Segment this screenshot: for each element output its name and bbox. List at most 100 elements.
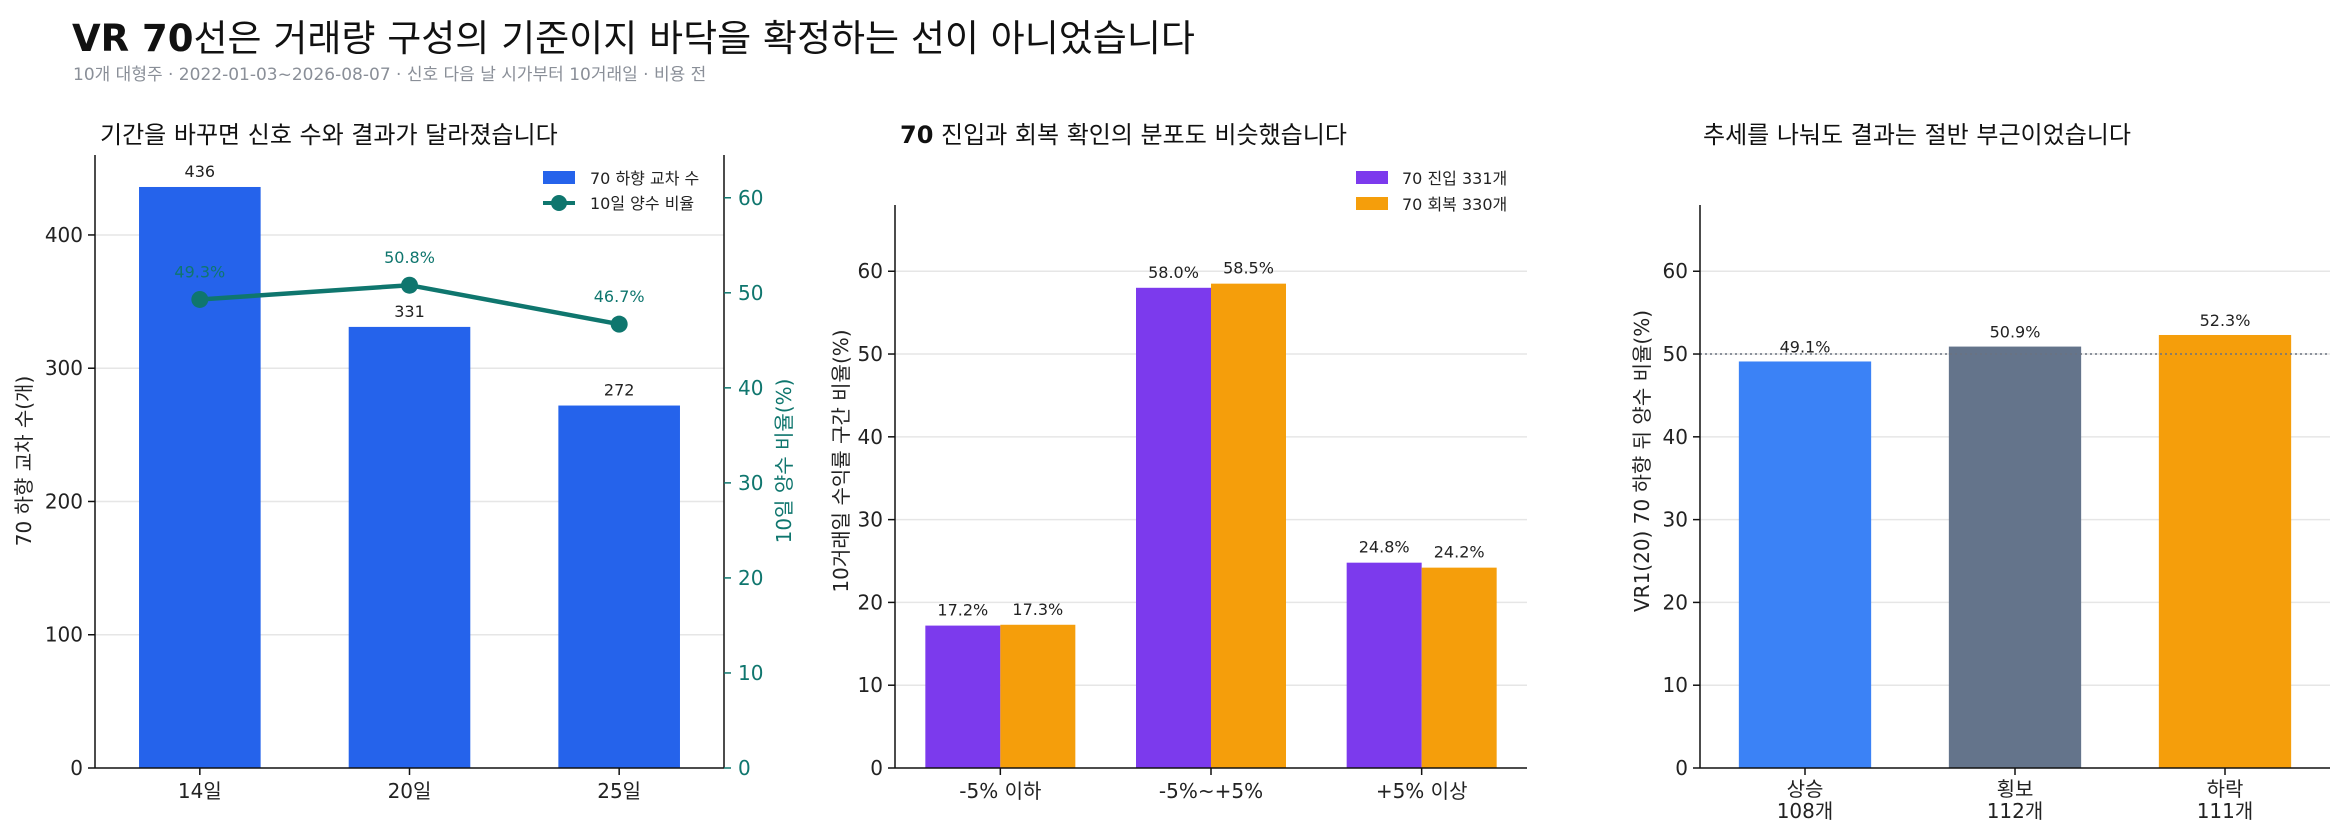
y-tick-label: 0 — [870, 756, 883, 780]
x-tick-label: -5%~+5% — [1159, 779, 1263, 803]
bar-entry — [1136, 287, 1211, 768]
panel-distribution: 70 진입과 회복 확인의 분포도 비슷했습니다 17.2% 17.3% 58.0%… — [829, 121, 1527, 803]
panel1-x-ticks: 14일 20일 25일 — [178, 768, 641, 803]
y-tick-label: 60 — [858, 259, 883, 283]
y-tick-label: 30 — [858, 508, 883, 532]
panel2-x-ticks: -5% 이하 -5%~+5% +5% 이상 — [959, 768, 1467, 803]
title-bold: VR 70 — [72, 17, 194, 60]
y-tick-label: 0 — [70, 756, 83, 780]
y-tick-label: 20 — [1663, 590, 1688, 614]
panel3-y-ticks: 0 10 20 30 40 50 60 — [1663, 259, 1700, 780]
positive-rate-marker — [610, 315, 628, 333]
bar-상승 — [1738, 361, 1872, 768]
panel1-legend: 70 하향 교차 수 10일 양수 비율 — [543, 169, 699, 213]
bar-value-label: 331 — [394, 302, 425, 321]
y-tick-label: 100 — [45, 623, 83, 647]
bar-20일 — [348, 326, 471, 768]
bar-value-label: 52.3% — [2200, 311, 2251, 330]
panel2-title-bold: 70 — [900, 121, 933, 149]
y-tick-label: 60 — [1663, 259, 1688, 283]
x-tick-label: 하락 — [2207, 777, 2244, 801]
positive-rate-marker — [191, 290, 209, 308]
x-tick-count: 112개 — [1987, 799, 2044, 823]
bar-value-label: 50.9% — [1990, 323, 2041, 342]
y-tick-label: 0 — [1675, 756, 1688, 780]
y-tick-label: 40 — [858, 425, 883, 449]
panel1-bars — [139, 186, 680, 768]
y-tick-label: 20 — [858, 590, 883, 614]
bar-14일 — [139, 186, 261, 768]
bar-entry — [925, 625, 1001, 768]
panel3-bar-labels: 49.1% 50.9% 52.3% — [1780, 311, 2251, 356]
x-tick-label: -5% 이하 — [959, 779, 1041, 803]
x-tick-label: +5% 이상 — [1376, 779, 1468, 803]
y-tick-label: 200 — [45, 489, 83, 513]
x-tick-count: 108개 — [1777, 799, 1834, 823]
panel2-title-rest: 진입과 회복 확인의 분포도 비슷했습니다 — [933, 121, 1347, 149]
y-tick-label: 40 — [1663, 425, 1688, 449]
page-subtitle: 10개 대형주 · 2022-01-03~2026-08-07 · 신호 다음 … — [73, 65, 707, 85]
panel1-ylabel: 70 하향 교차 수(개) — [12, 376, 36, 547]
y2-tick-label: 10 — [738, 661, 763, 685]
bar-value-label: 49.1% — [1780, 337, 1831, 356]
bar-value-label: 436 — [185, 162, 216, 181]
panel3-ylabel: VR1(20) 70 하향 뒤 양수 비율(%) — [1630, 310, 1654, 612]
bar-recovery — [1421, 567, 1497, 768]
title-rest: 선은 거래량 구성의 기준이지 바닥을 확정하는 선이 아니었습니다 — [193, 17, 1195, 60]
y-tick-label: 30 — [1663, 508, 1688, 532]
legend-swatch-bar — [543, 171, 575, 184]
y2-tick-label: 30 — [738, 471, 763, 495]
x-tick-label: 14일 — [178, 779, 222, 803]
line-value-label: 50.8% — [384, 248, 435, 267]
panel1-line — [191, 276, 628, 333]
bar-25일 — [558, 405, 680, 768]
bar-recovery — [1211, 283, 1286, 768]
y-tick-label: 10 — [1663, 673, 1688, 697]
panel1-line-labels: 49.3% 50.8% 46.7% — [174, 248, 644, 306]
line-value-label: 46.7% — [594, 287, 645, 306]
x-tick-label: 횡보 — [1997, 777, 2034, 801]
panel-signal-count: 기간을 바꾸면 신호 수와 결과가 달라졌습니다 436 331 272 49.3%… — [12, 121, 796, 803]
bar-value-label: 272 — [604, 381, 635, 400]
bar-value-label: 17.2% — [937, 601, 988, 620]
legend-swatch-marker — [551, 195, 567, 211]
bar-value-label: 24.2% — [1434, 543, 1485, 562]
x-tick-label: 25일 — [597, 779, 641, 803]
legend-label-recovery: 70 회복 330개 — [1402, 195, 1507, 214]
y2-tick-label: 50 — [738, 281, 763, 305]
panel3-bars — [1738, 334, 2292, 768]
panel1-y2-ticks: 0 10 20 30 40 50 60 — [724, 186, 763, 780]
y2-tick-label: 20 — [738, 566, 763, 590]
x-tick-count: 111개 — [2197, 799, 2254, 823]
bar-value-label: 58.0% — [1148, 263, 1199, 282]
panel2-ylabel: 10거래일 수익률 구간 비율(%) — [829, 329, 853, 592]
line-value-label: 49.3% — [174, 262, 225, 281]
legend-swatch-entry — [1356, 171, 1388, 184]
legend-label-entry: 70 진입 331개 — [1402, 169, 1507, 188]
legend-swatch-recovery — [1356, 197, 1388, 210]
panel2-y-ticks: 0 10 20 30 40 50 60 — [858, 259, 895, 780]
legend-label-bar: 70 하향 교차 수 — [590, 169, 699, 188]
x-tick-label: 상승 — [1787, 777, 1824, 801]
bar-value-label: 58.5% — [1223, 259, 1274, 278]
panel2-bars — [925, 283, 1497, 768]
bar-entry — [1346, 562, 1422, 768]
panel-trend: 추세를 나눠도 결과는 절반 부근이었습니다 49.1% 50.9% 52.3% 0… — [1630, 121, 2330, 823]
bar-value-label: 24.8% — [1359, 538, 1410, 557]
panel2-bar-labels: 17.2% 17.3% 58.0% 58.5% 24.8% 24.2% — [937, 259, 1484, 620]
y-tick-label: 400 — [45, 223, 83, 247]
panel2-title: 70 진입과 회복 확인의 분포도 비슷했습니다 — [900, 121, 1347, 149]
panel3-title: 추세를 나눠도 결과는 절반 부근이었습니다 — [1703, 121, 2131, 149]
panel1-bar-labels: 436 331 272 — [185, 162, 635, 400]
y-tick-label: 300 — [45, 356, 83, 380]
bar-하락 — [2158, 334, 2292, 768]
y-tick-label: 50 — [858, 342, 883, 366]
bar-횡보 — [1948, 346, 2082, 768]
positive-rate-marker — [401, 276, 418, 294]
y2-tick-label: 60 — [738, 186, 763, 210]
panel1-y-ticks: 0 100 200 300 400 — [45, 223, 95, 780]
bar-value-label: 17.3% — [1012, 600, 1063, 619]
legend-label-line: 10일 양수 비율 — [590, 194, 694, 213]
